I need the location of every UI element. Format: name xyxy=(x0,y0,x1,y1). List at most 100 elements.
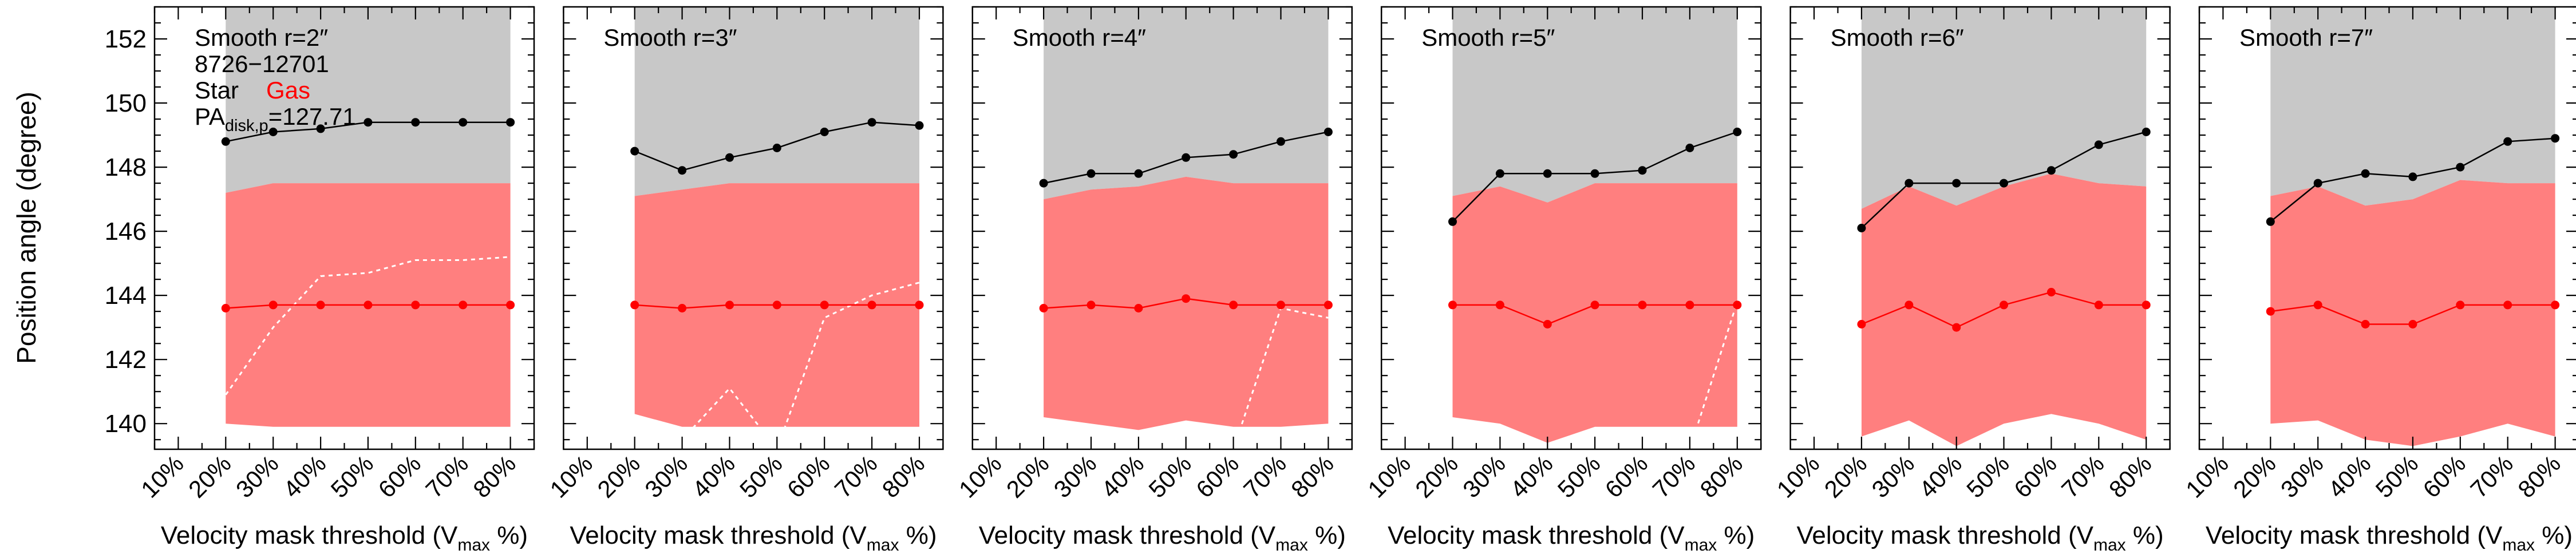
star-uncertainty-band xyxy=(226,7,511,193)
star-point xyxy=(2142,128,2151,136)
x-tick-label: 60% xyxy=(1600,450,1653,503)
x-tick-label: 70% xyxy=(420,450,473,503)
star-point xyxy=(1590,169,1599,178)
gas-point xyxy=(459,300,468,310)
gas-point xyxy=(1182,294,1191,303)
star-point xyxy=(316,124,325,133)
x-tick-label: 80% xyxy=(1694,450,1748,503)
panel-title: Smooth r=3″ xyxy=(603,24,737,51)
star-point xyxy=(2456,163,2465,172)
star-point xyxy=(2094,140,2103,149)
y-tick-label: 152 xyxy=(105,25,147,53)
star-point xyxy=(364,118,373,127)
panel-3: 10%20%30%40%50%60%70%80% Smooth r=4″ Veloc… xyxy=(954,6,1353,555)
x-tick-label: 10% xyxy=(1362,450,1416,503)
gas-point xyxy=(1590,300,1599,310)
gas-point xyxy=(1495,300,1504,310)
x-tick-label: 20% xyxy=(2228,450,2281,503)
x-tick-label: 40% xyxy=(278,450,331,503)
x-tick-label: 20% xyxy=(183,450,236,503)
gas-uncertainty-band xyxy=(1452,183,1737,443)
x-tick-label: 50% xyxy=(326,450,379,503)
panel-plot-area xyxy=(221,7,515,427)
x-tick-label: 70% xyxy=(1647,450,1701,503)
star-point xyxy=(268,128,278,136)
x-tick-label: 20% xyxy=(1819,450,1872,503)
gas-point xyxy=(1134,304,1143,312)
y-tick-label: 150 xyxy=(105,89,147,117)
gas-point xyxy=(1905,300,1914,310)
x-axis-label: Velocity mask threshold (Vmax %) xyxy=(161,521,528,555)
gas-point xyxy=(2142,300,2151,310)
gas-point xyxy=(1039,304,1048,312)
y-tick-label: 140 xyxy=(105,410,147,438)
gas-point xyxy=(2000,300,2008,310)
x-tick-label: 30% xyxy=(1866,450,1919,503)
star-point xyxy=(2361,169,2370,178)
star-point xyxy=(630,147,639,156)
x-axis-label: Velocity mask threshold (Vmax %) xyxy=(570,521,937,555)
panel-plot-area xyxy=(2266,7,2560,449)
x-axis-label: Velocity mask threshold (Vmax %) xyxy=(1797,521,2164,555)
x-tick-label: 60% xyxy=(2417,450,2471,503)
gas-point xyxy=(2361,320,2370,329)
star-point xyxy=(867,118,876,127)
panel-plot-area xyxy=(1857,7,2151,449)
panel-title: Smooth r=5″ xyxy=(1421,24,1555,51)
gas-point xyxy=(678,304,687,312)
star-uncertainty-band xyxy=(2270,7,2555,206)
gas-point xyxy=(725,300,734,310)
panel-title: Smooth r=2″ xyxy=(195,24,328,51)
star-point xyxy=(1495,169,1504,178)
star-point xyxy=(2551,134,2560,143)
star-point xyxy=(221,137,230,146)
x-tick-label: 30% xyxy=(1457,450,1511,503)
star-uncertainty-band xyxy=(1452,7,1737,203)
star-uncertainty-band xyxy=(634,7,919,196)
panel-2: 10%20%30%40%50%60%70%80% Smooth r=3″ Veloc… xyxy=(544,6,944,555)
gas-point xyxy=(221,304,230,312)
x-tick-label: 70% xyxy=(829,450,883,503)
y-tick-label: 144 xyxy=(105,282,147,310)
gas-uncertainty-band xyxy=(1861,173,2147,446)
x-tick-label: 80% xyxy=(1286,450,1339,503)
panel-ticks xyxy=(563,6,944,449)
gas-uncertainty-band xyxy=(1044,176,1329,430)
star-point xyxy=(1685,144,1694,152)
gas-point xyxy=(1323,300,1333,310)
x-axis-label: Velocity mask threshold (Vmax %) xyxy=(2206,521,2573,555)
gas-point xyxy=(2503,300,2512,310)
star-point xyxy=(2000,179,2008,188)
x-tick-label: 20% xyxy=(1410,450,1463,503)
star-point xyxy=(1638,166,1647,175)
x-tick-label: 20% xyxy=(592,450,645,503)
star-point xyxy=(1182,153,1191,162)
gas-point xyxy=(2456,300,2465,310)
star-point xyxy=(1323,128,1333,136)
gas-point xyxy=(1952,323,1961,332)
panel-5: 10%20%30%40%50%60%70%80% Smooth r=6″ Veloc… xyxy=(1772,6,2171,555)
panel-6: 10%20%30%40%50%60%70%80% Smooth r=7″ Veloc… xyxy=(2180,6,2576,555)
star-point xyxy=(2046,166,2056,175)
star-point xyxy=(820,128,829,136)
panel-ticks xyxy=(153,6,535,449)
gas-point xyxy=(2551,300,2560,310)
star-uncertainty-band xyxy=(1044,7,1329,200)
x-tick-label: 50% xyxy=(734,450,788,503)
panel-ticks xyxy=(1789,6,2171,449)
legend-star-label: Star xyxy=(195,77,239,104)
x-axis-label: Velocity mask threshold (Vmax %) xyxy=(1388,521,1755,555)
x-tick-label: 10% xyxy=(1772,450,1825,503)
x-tick-label: 40% xyxy=(1096,450,1149,503)
gas-point xyxy=(1277,300,1285,310)
x-tick-label: 40% xyxy=(1914,450,1967,503)
legend-pa-value: PAdisk,p=127.71 xyxy=(195,103,356,135)
x-tick-label: 10% xyxy=(136,450,189,503)
panel-ticks xyxy=(2198,6,2576,449)
star-point xyxy=(772,144,781,152)
x-tick-label: 40% xyxy=(1505,450,1558,503)
star-point xyxy=(1229,150,1238,159)
star-point xyxy=(459,118,468,127)
star-point xyxy=(1134,169,1143,178)
